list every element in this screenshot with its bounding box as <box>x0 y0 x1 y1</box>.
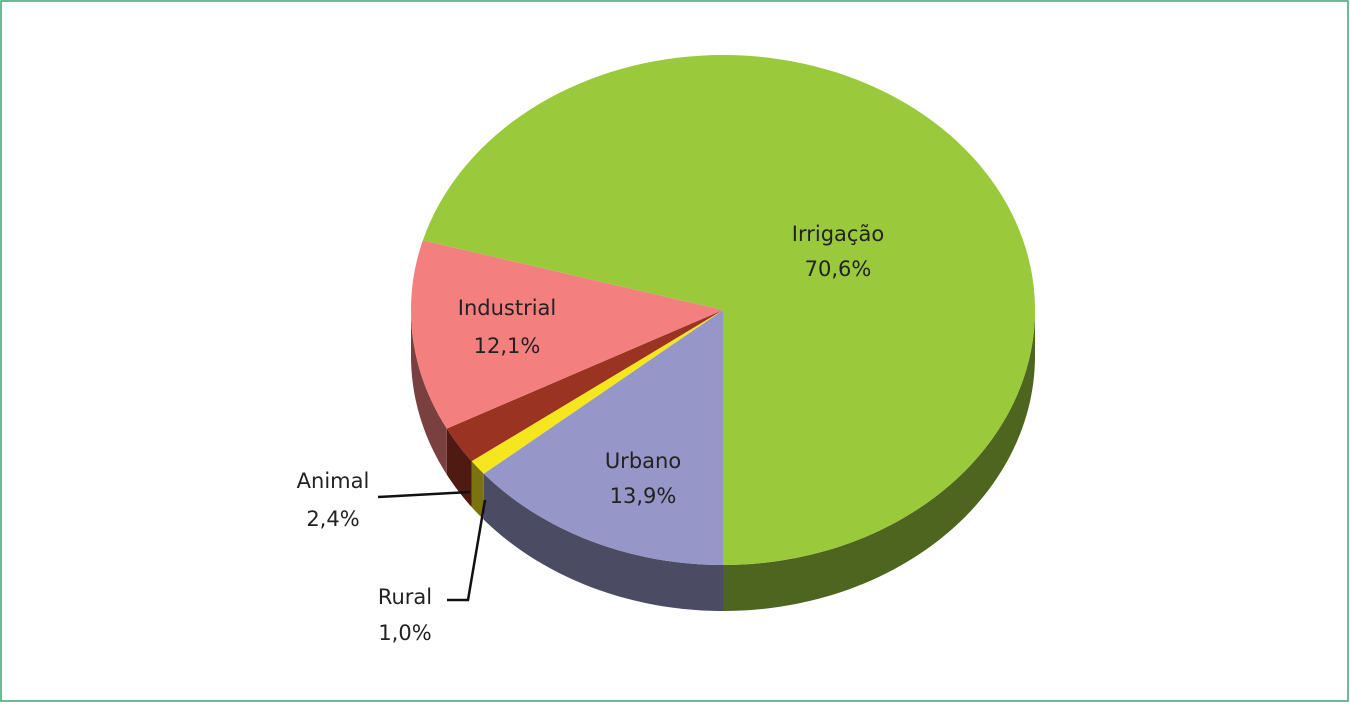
slice-label: Industrial <box>458 296 557 320</box>
slice-label: Irrigação <box>792 222 884 246</box>
leader-line <box>447 499 487 602</box>
pie-slice <box>411 240 723 429</box>
slice-label: Rural <box>378 585 432 609</box>
value-label: 70,6% <box>805 257 872 281</box>
value-label: 2,4% <box>306 507 359 531</box>
pie-wall <box>483 473 723 611</box>
value-label: 12,1% <box>474 334 541 358</box>
value-label: 1,0% <box>378 621 431 645</box>
pie-walls <box>411 310 1035 611</box>
pie-tops <box>411 55 1035 566</box>
leader-line <box>377 490 471 499</box>
slice-label: Animal <box>297 469 370 493</box>
labels: Urbano 13,9% Rural 1,0% Animal 2,4% Industrial… <box>297 222 885 645</box>
pie-wall <box>723 310 1035 611</box>
pie-slice <box>446 310 723 462</box>
pie-wall <box>411 310 447 475</box>
pie-slice <box>483 310 723 565</box>
slice-label: Urbano <box>605 449 681 473</box>
pie-slice <box>471 310 723 474</box>
value-label: 13,9% <box>610 484 677 508</box>
pie-wall <box>471 461 484 520</box>
pie-wall <box>446 428 472 508</box>
pie-slice <box>422 55 1035 566</box>
